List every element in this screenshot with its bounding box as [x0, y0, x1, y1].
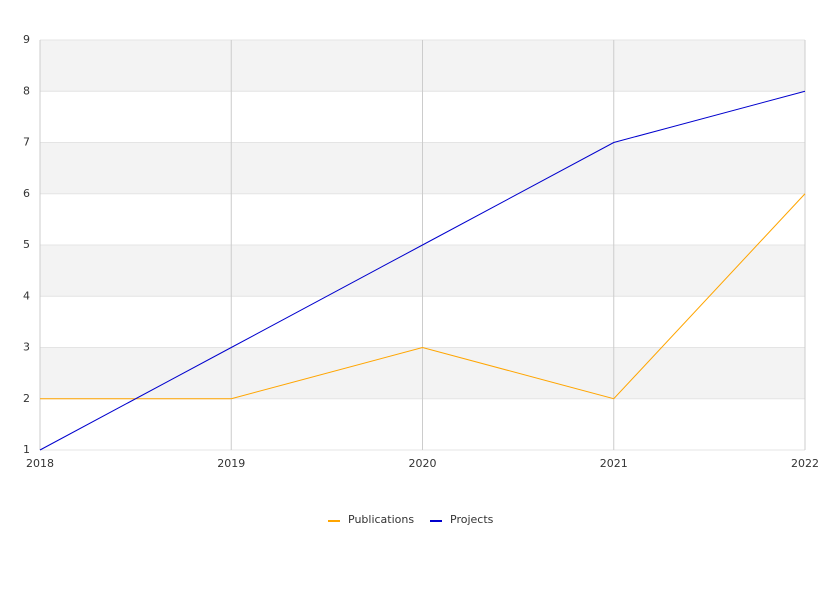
y-tick-label: 8 — [23, 84, 30, 97]
x-tick-label: 2022 — [791, 457, 819, 470]
x-tick-label: 2020 — [409, 457, 437, 470]
series-line — [39, 90, 806, 451]
x-tick-label: 2021 — [600, 457, 628, 470]
legend-label: Publications — [348, 513, 414, 526]
legend-label: Projects — [450, 513, 494, 526]
x-tick-label: 2019 — [217, 457, 245, 470]
y-tick-label: 9 — [23, 33, 30, 46]
x-tick-label: 2018 — [26, 457, 54, 470]
y-tick-label: 3 — [23, 341, 30, 354]
y-tick-label: 1 — [23, 443, 30, 456]
y-tick-label: 2 — [23, 392, 30, 405]
y-tick-label: 4 — [23, 289, 30, 302]
y-tick-label: 5 — [23, 238, 30, 251]
y-tick-label: 7 — [23, 136, 30, 149]
y-tick-label: 6 — [23, 187, 30, 200]
series-line — [40, 193, 806, 400]
